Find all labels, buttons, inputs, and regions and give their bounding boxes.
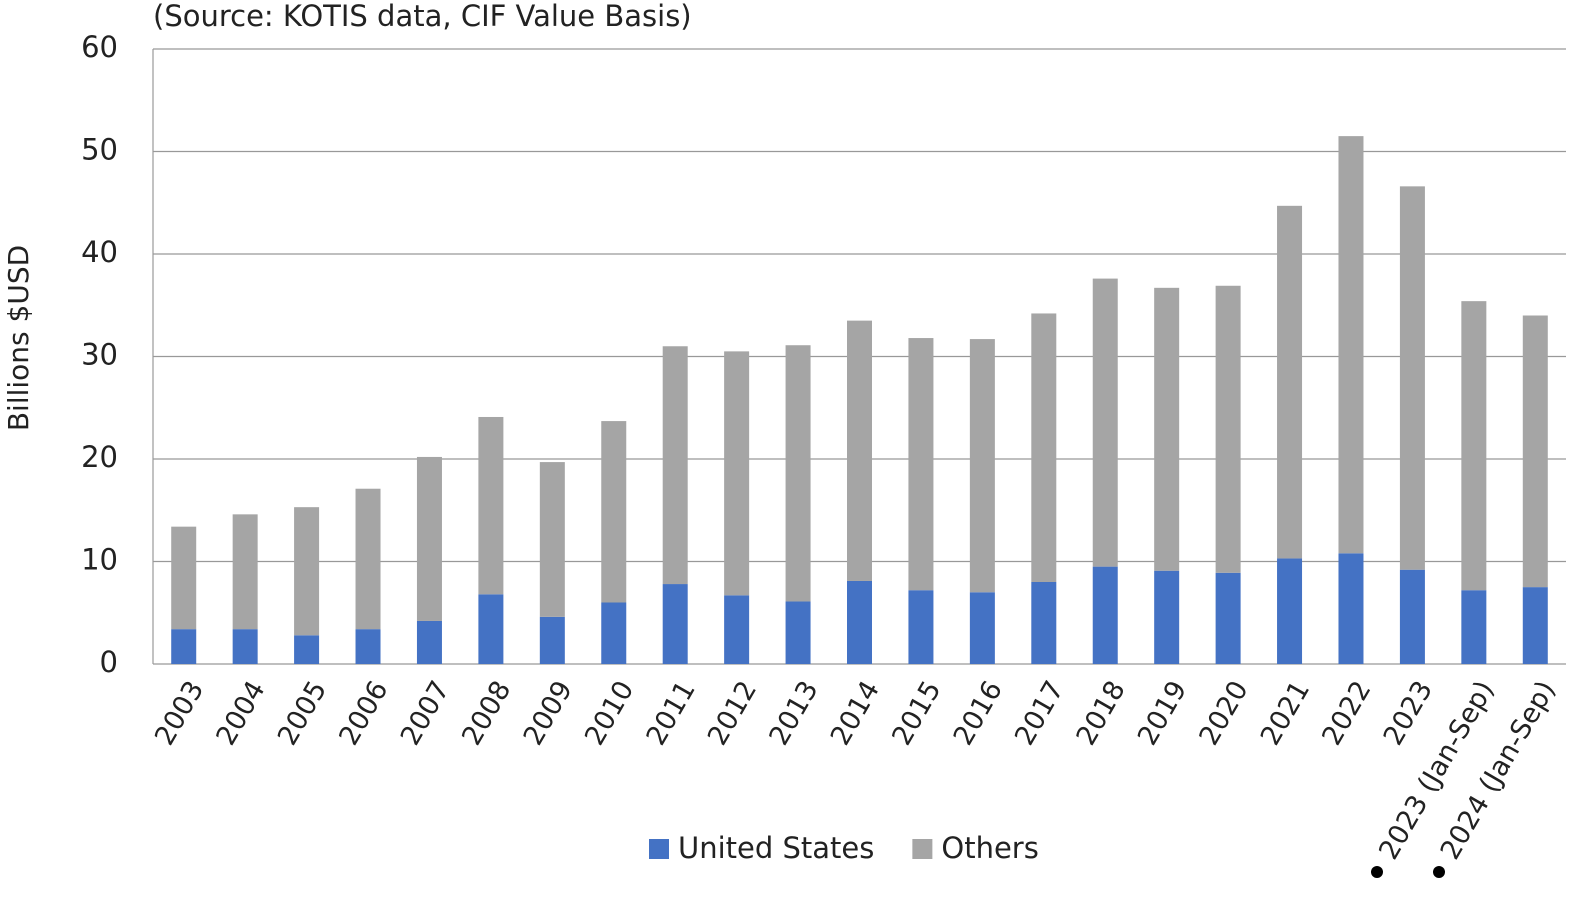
bar-segment [416, 620, 442, 664]
y-tick-label: 30 [81, 338, 118, 372]
bar-segment [1522, 315, 1548, 588]
bar-segment [1277, 558, 1303, 664]
bar-segment [969, 592, 995, 664]
bar-segment [1031, 313, 1057, 582]
bar-segment [1461, 590, 1487, 664]
x-tick-label: 2007 [395, 676, 456, 751]
bar-segment [478, 594, 504, 664]
x-tick-label: 2016 [948, 676, 1009, 751]
bar-segment [1154, 570, 1180, 664]
bar-segment [539, 616, 565, 664]
bar-segment [785, 601, 811, 664]
bar-segment [1031, 582, 1057, 664]
x-tick-label: 2009 [518, 676, 579, 751]
bar-segment [1399, 186, 1425, 570]
bar-segment [355, 488, 381, 630]
bar-segment [785, 345, 811, 602]
y-tick-label: 40 [81, 235, 118, 269]
bar-segment [601, 421, 627, 603]
bar-segment [662, 346, 688, 585]
x-tick-label: 2004 [211, 676, 272, 751]
bar-segment [294, 635, 320, 664]
x-tick-label: 2011 [641, 676, 702, 751]
y-tick-label: 50 [81, 133, 118, 167]
x-tick-label: 2008 [456, 676, 517, 751]
x-tick-label: 2015 [886, 676, 947, 751]
bar-segment [1522, 587, 1548, 664]
bar-segment [294, 507, 320, 636]
x-tick-label: 2020 [1193, 676, 1254, 751]
bar-segment [1154, 287, 1180, 571]
bar-segment [724, 351, 750, 596]
bullet [1371, 866, 1383, 878]
y-tick-label: 60 [81, 30, 118, 64]
bar-segment [171, 526, 197, 630]
legend-swatch [649, 839, 669, 859]
x-tick-label: 2010 [579, 676, 640, 751]
x-tick-label: 2022 [1316, 676, 1377, 751]
x-tick-label: 2017 [1009, 676, 1070, 751]
bar-segment [662, 584, 688, 664]
bar-segment [1461, 301, 1487, 591]
bullet [1433, 866, 1445, 878]
x-tick-label: 2018 [1071, 676, 1132, 751]
x-tick-label: 2005 [272, 676, 333, 751]
bar-segment [1399, 569, 1425, 664]
x-tick-label: 2012 [702, 676, 763, 751]
legend-swatch [912, 839, 933, 859]
legend-label: Others [941, 831, 1038, 865]
bar-segment [1092, 278, 1118, 567]
x-tick-label: 2019 [1132, 676, 1193, 751]
bar-segment [847, 580, 872, 664]
x-tick-label: 2006 [333, 676, 394, 751]
bar-segment [232, 629, 258, 664]
y-axis-label: Billions $USD [2, 245, 35, 431]
x-tick-label: 2023 [1378, 676, 1439, 751]
x-tick-label: 2013 [763, 676, 824, 751]
bar-segment [416, 456, 442, 621]
bar-segment [1215, 572, 1241, 664]
bar-segment [1338, 553, 1364, 664]
bar-segment [171, 629, 197, 664]
bar-segment [1092, 566, 1118, 664]
bar-segment [355, 629, 381, 664]
legend-label: United States [678, 831, 874, 865]
bar-segment [724, 595, 750, 664]
bar-segment [969, 339, 995, 593]
y-tick-label: 10 [81, 543, 118, 577]
bar-segment [847, 320, 872, 581]
bar-segment [1338, 136, 1364, 554]
x-tick-label: 2014 [825, 676, 886, 751]
x-tick-label: 2003 [149, 676, 210, 751]
bar-segment [539, 462, 565, 617]
bar-segment [232, 514, 258, 630]
bar-segment [908, 338, 934, 591]
x-tick-label: 2021 [1255, 676, 1316, 751]
bar-segment [601, 602, 627, 664]
bar-segment [908, 590, 934, 664]
y-tick-label: 0 [100, 645, 118, 679]
bar-segment [1277, 205, 1303, 559]
chart-subtitle: (Source: KOTIS data, CIF Value Basis) [153, 0, 692, 33]
bar-segment [1215, 285, 1241, 573]
y-tick-label: 20 [81, 440, 118, 474]
bar-segment [478, 416, 504, 595]
